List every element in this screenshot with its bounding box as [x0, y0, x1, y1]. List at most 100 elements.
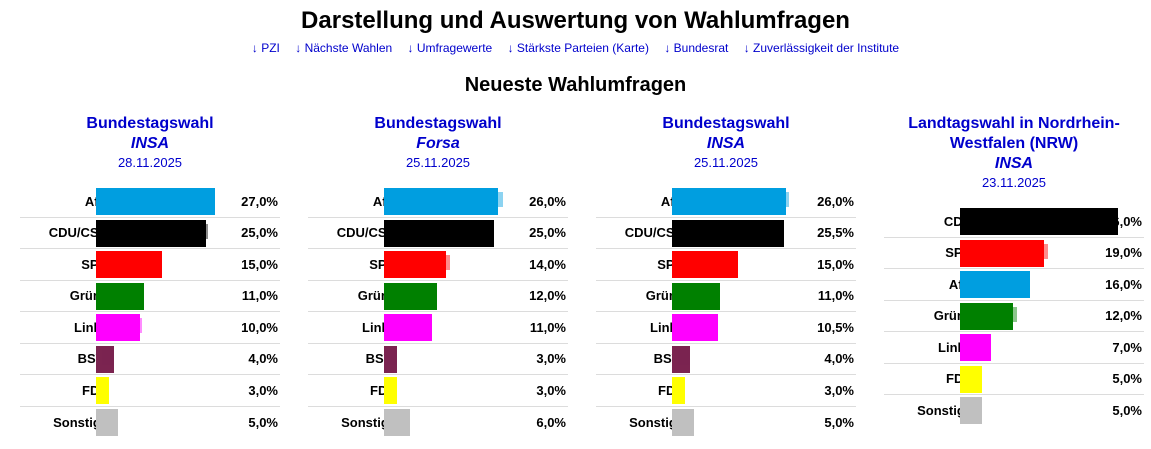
bar-linke: [384, 314, 433, 341]
party-label: AfD: [20, 186, 108, 217]
party-value: 3,0%: [248, 382, 278, 398]
previous-value-marker: [424, 286, 437, 302]
bar-sonstige: [960, 397, 982, 424]
party-label: CDU/CSU: [624, 225, 684, 241]
party-value: 3,0%: [536, 382, 566, 398]
party-label: Sonstige: [53, 414, 108, 430]
poll-election-link[interactable]: Bundestagswahl: [662, 115, 790, 132]
previous-value-marker: [130, 318, 143, 333]
party-label: Sonstige: [341, 414, 396, 430]
party-label: Grüne: [933, 308, 972, 324]
previous-value-marker: [101, 349, 114, 365]
previous-value-marker: [196, 223, 209, 239]
bar-afd: [384, 188, 503, 215]
party-label: BSW: [365, 351, 396, 367]
bar-spd: [672, 251, 738, 278]
party-value: 5,0%: [824, 414, 854, 430]
party-label: Grüne: [645, 288, 684, 304]
poll-institute-link[interactable]: INSA: [130, 135, 170, 152]
previous-value-marker: [682, 412, 694, 428]
poll-election-link[interactable]: Bundestagswahl: [374, 115, 502, 132]
nav-link-staerkste-parteien[interactable]: ↓ Stärkste Parteien (Karte): [507, 41, 649, 55]
party-label: SPD: [369, 256, 396, 272]
poll-bars: AfD 27,0% CDU/CSU 25,0% SPD 15,0% Grüne 11,0% Li…: [20, 186, 280, 438]
party-label: BSW: [77, 351, 108, 367]
nav-link-zuverlaessigkeit[interactable]: ↓ Zuverlässigkeit der Institute: [743, 41, 900, 55]
party-value: 4,0%: [248, 351, 278, 367]
party-row-bsw: BSW 3,0%: [308, 344, 568, 375]
bar-bsw: [384, 345, 398, 373]
party-label: Linke: [74, 319, 108, 335]
poll-institute-link[interactable]: INSA: [706, 135, 746, 152]
previous-value-marker: [477, 223, 490, 239]
party-row-linke: Linke 10,5%: [596, 312, 856, 344]
party-label: AfD: [884, 269, 972, 300]
party-label: Linke: [650, 319, 684, 335]
poll-bars: AfD 26,0% CDU/CSU 25,0% SPD 14,0% Grüne 12,0% Li…: [308, 186, 568, 438]
party-row-fdp: FDP 5,0%: [884, 364, 1144, 395]
party-row-spd: SPD 15,0%: [20, 249, 280, 281]
page-title: Darstellung und Auswertung von Wahlumfra…: [301, 7, 850, 34]
party-row-bsw: BSW 4,0%: [20, 344, 280, 375]
nav-link-pzi[interactable]: ↓ PZI: [251, 41, 280, 55]
party-row-fdp: FDP 3,0%: [20, 375, 280, 407]
party-row-spd: SPD 19,0%: [884, 238, 1144, 269]
nav-link-bundesrat[interactable]: ↓ Bundesrat: [664, 41, 729, 55]
bar-bsw: [96, 345, 114, 373]
party-row-gruene: Grüne 12,0%: [884, 301, 1144, 332]
party-value: 12,0%: [1105, 308, 1142, 324]
party-row-spd: SPD 15,0%: [596, 249, 856, 281]
poll-institute-link[interactable]: Forsa: [416, 135, 460, 152]
party-row-bsw: BSW 4,0%: [596, 344, 856, 375]
poll-header: Bundestagswahl INSA 25.11.2025: [596, 114, 856, 172]
party-label: AfD: [596, 186, 684, 217]
party-label: AfD: [308, 186, 396, 217]
poll-panel-1: Bundestagswahl INSA 28.11.2025 AfD 27,0% C…: [20, 114, 280, 444]
section-title: Neueste Wahlumfragen: [464, 74, 687, 96]
poll-date: 23.11.2025: [981, 175, 1047, 190]
poll-bars: CDU 36,0% SPD 19,0% AfD 16,0% Grüne 12,0% Linke 7…: [884, 206, 1144, 427]
poll-date: 28.11.2025: [117, 155, 183, 170]
party-row-linke: Linke 7,0%: [884, 332, 1144, 364]
poll-date: 25.11.2025: [693, 155, 759, 170]
bar-cdu-csu: [672, 219, 785, 247]
party-row-gruene: Grüne 12,0%: [308, 281, 568, 312]
poll-election-link[interactable]: Landtagswahl in Nordrhein-Westfalen (NRW…: [908, 115, 1120, 152]
poll-header: Bundestagswahl INSA 28.11.2025: [20, 114, 280, 172]
party-label: CDU/CSU: [48, 225, 108, 241]
nav-link-umfragewerte[interactable]: ↓ Umfragewerte: [407, 41, 493, 55]
party-label: BSW: [653, 351, 684, 367]
previous-value-marker: [150, 255, 162, 270]
party-row-cdu: CDU 36,0%: [884, 206, 1144, 238]
poll-panel-3: Bundestagswahl INSA 25.11.2025 AfD 26,0% C…: [596, 114, 856, 444]
party-value: 25,5%: [817, 225, 854, 241]
party-value: 27,0%: [241, 193, 278, 209]
party-label: Grüne: [357, 288, 396, 304]
bar-spd: [384, 251, 450, 278]
party-label: Grüne: [69, 288, 108, 304]
bar-afd: [960, 271, 1031, 298]
bar-linke: [672, 314, 719, 341]
bar-gruene: [672, 282, 721, 310]
party-row-gruene: Grüne 11,0%: [20, 281, 280, 312]
party-row-sonstige: Sonstige 5,0%: [20, 407, 280, 439]
party-row-linke: Linke 10,0%: [20, 312, 280, 344]
previous-value-marker: [106, 412, 118, 428]
bar-gruene: [96, 282, 145, 310]
poll-institute-link[interactable]: INSA: [994, 155, 1034, 172]
party-value: 11,0%: [529, 319, 566, 335]
poll-header: Landtagswahl in Nordrhein-Westfalen (NRW…: [884, 114, 1144, 192]
poll-election-link[interactable]: Bundestagswahl: [86, 115, 214, 132]
bar-cdu-csu: [384, 219, 494, 247]
nav-link-naechste-wahlen[interactable]: ↓ Nächste Wahlen: [295, 41, 393, 55]
party-value: 26,0%: [817, 193, 854, 209]
party-row-gruene: Grüne 11,0%: [596, 281, 856, 312]
party-row-afd: AfD 16,0%: [884, 269, 1144, 301]
party-value: 16,0%: [1105, 276, 1142, 292]
poll-date: 25.11.2025: [405, 155, 471, 170]
party-value: 26,0%: [529, 193, 566, 209]
previous-value-marker: [1005, 306, 1018, 322]
party-row-sonstige: Sonstige 5,0%: [596, 407, 856, 439]
previous-value-marker: [673, 381, 686, 396]
party-label: Sonstige: [917, 403, 972, 419]
